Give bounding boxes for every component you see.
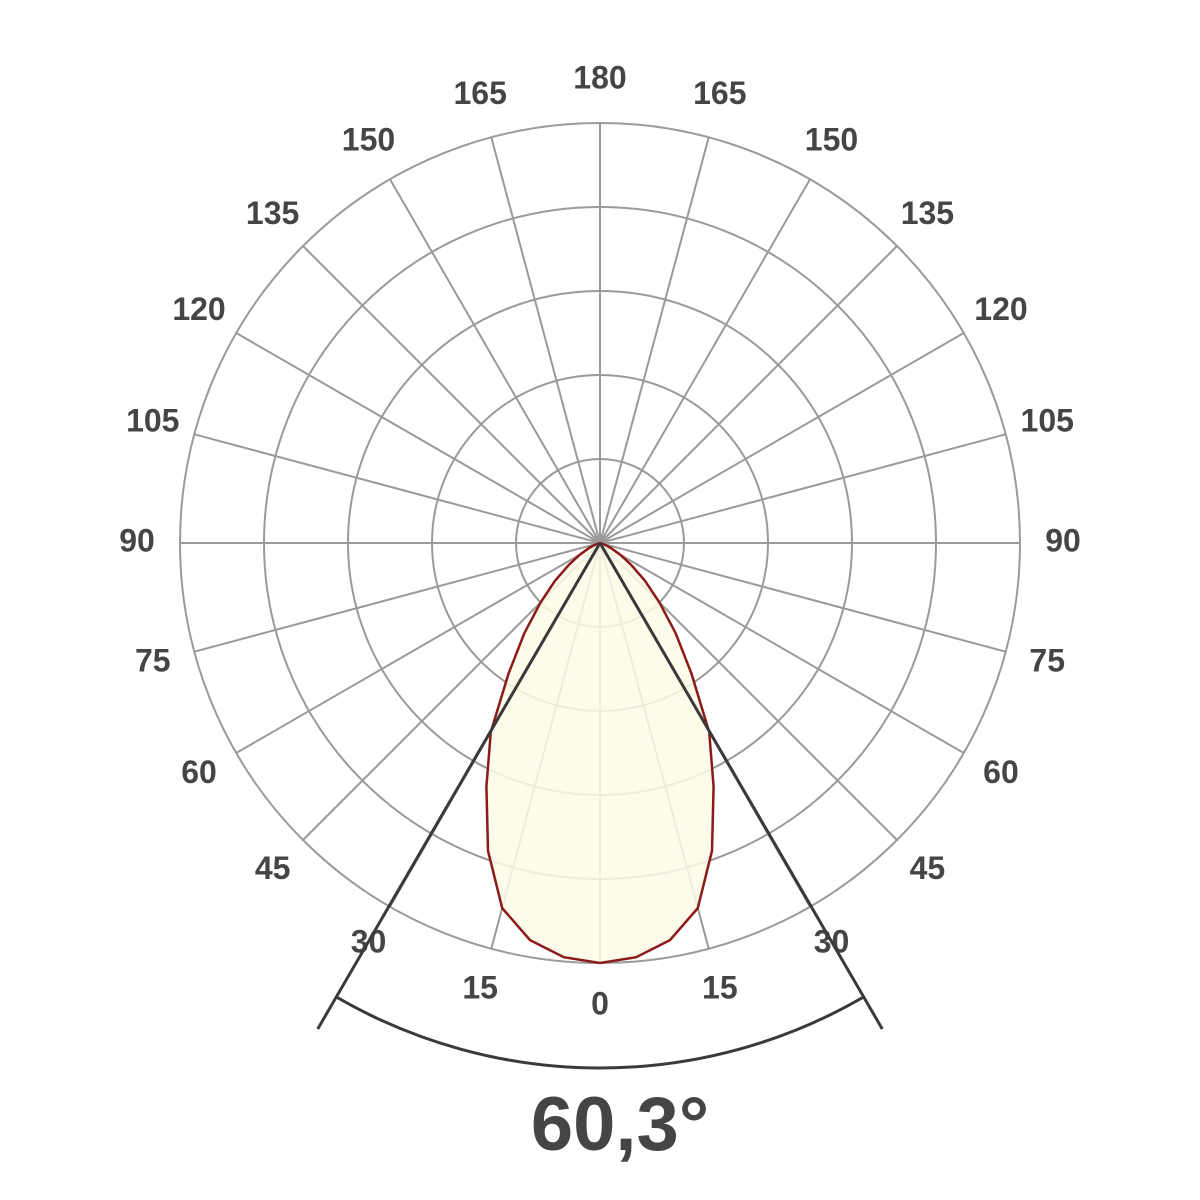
grid-spoke bbox=[235, 542, 601, 754]
grid-spoke bbox=[599, 137, 710, 544]
grid-spoke bbox=[194, 433, 601, 544]
theta-tick-label: 120 bbox=[974, 291, 1027, 327]
theta-tick-label: 105 bbox=[126, 403, 179, 439]
grid-spoke bbox=[490, 137, 601, 544]
grid-spoke bbox=[599, 542, 965, 754]
grid-spoke bbox=[599, 178, 811, 544]
theta-tick-label: 105 bbox=[1021, 403, 1074, 439]
grid-spoke bbox=[302, 245, 601, 544]
theta-tick-label: 135 bbox=[901, 195, 954, 231]
theta-tick-label: 165 bbox=[693, 75, 746, 111]
theta-tick-label: 120 bbox=[172, 291, 225, 327]
grid-spoke bbox=[599, 245, 898, 544]
theta-tick-label: 75 bbox=[1029, 642, 1065, 678]
theta-tick-label: 90 bbox=[119, 522, 155, 558]
theta-tick-label: 0 bbox=[591, 985, 609, 1021]
grid-spoke bbox=[599, 332, 965, 544]
theta-tick-label: 135 bbox=[246, 195, 299, 231]
grid-spoke bbox=[235, 332, 601, 544]
beam-line bbox=[316, 542, 602, 1030]
theta-tick-label: 60 bbox=[983, 754, 1019, 790]
theta-tick-label: 75 bbox=[135, 642, 171, 678]
beam-arc bbox=[335, 995, 865, 1070]
theta-tick-label: 150 bbox=[342, 121, 395, 157]
theta-tick-label: 45 bbox=[255, 850, 291, 886]
theta-tick-label: 165 bbox=[453, 75, 506, 111]
theta-tick-label: 180 bbox=[573, 59, 626, 95]
lobe-line bbox=[485, 541, 601, 965]
lobe-fill bbox=[486, 543, 600, 963]
grid-spoke bbox=[599, 542, 1006, 653]
beam-line bbox=[598, 542, 884, 1030]
theta-tick-label: 15 bbox=[702, 970, 738, 1006]
theta-tick-label: 45 bbox=[910, 850, 946, 886]
grid-spoke bbox=[599, 433, 1006, 544]
grid-spoke bbox=[389, 178, 601, 544]
lobe-fill bbox=[600, 543, 714, 963]
grid-spoke bbox=[194, 542, 601, 653]
beam-label: 60,3° bbox=[531, 1082, 709, 1167]
theta-tick-label: 15 bbox=[462, 970, 498, 1006]
theta-tick-label: 150 bbox=[805, 121, 858, 157]
lobe-line bbox=[599, 541, 715, 965]
theta-tick-label: 90 bbox=[1045, 522, 1081, 558]
theta-tick-label: 60 bbox=[181, 754, 217, 790]
